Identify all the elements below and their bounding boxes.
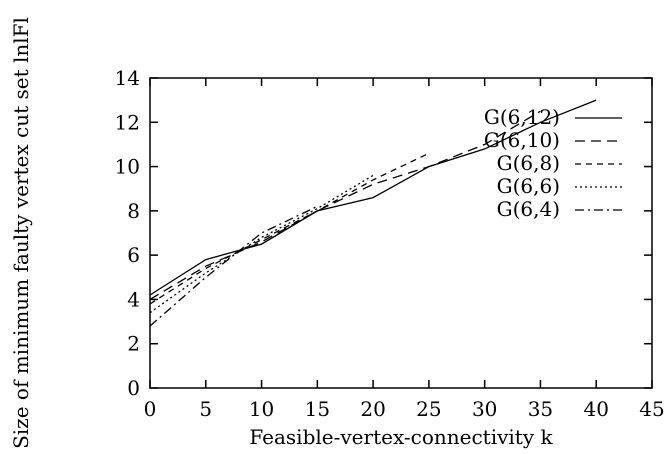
y-tick-label: 0 <box>127 376 140 400</box>
series-line-g-6-12 <box>149 99 597 296</box>
x-tick-label: 40 <box>583 397 608 421</box>
x-tick-label: 15 <box>305 397 330 421</box>
legend-label: G(6,4) <box>497 197 560 221</box>
series-line-g-6-4 <box>149 205 318 327</box>
y-tick-label: 14 <box>115 66 140 90</box>
x-tick-label: 45 <box>639 397 664 421</box>
legend-label: G(6,12) <box>484 105 560 129</box>
y-axis-label: Size of minimum faulty vertex cut set ln… <box>9 17 33 449</box>
x-tick-label: 25 <box>416 397 441 421</box>
x-tick-label: 30 <box>472 397 497 421</box>
y-tick-label: 8 <box>127 199 140 223</box>
x-tick-label: 20 <box>360 397 385 421</box>
y-tick-label: 4 <box>127 287 140 311</box>
plot-frame <box>149 77 653 389</box>
y-tick-label: 12 <box>115 110 140 134</box>
x-tick-label: 5 <box>199 397 212 421</box>
y-tick-label: 10 <box>115 155 140 179</box>
tick-labels: 0 5 10 15 20 25 30 35 40 45 0 2 4 6 8 10 12 14 <box>115 66 665 421</box>
legend-label: G(6,10) <box>484 128 560 152</box>
plot-border <box>149 77 653 389</box>
y-tick-label: 2 <box>127 332 140 356</box>
x-tick-label: 0 <box>144 397 157 421</box>
series-lines <box>149 99 597 327</box>
series-line-g-6-8 <box>149 152 430 305</box>
series-line-g-6-10 <box>149 110 541 300</box>
legend: G(6,12)G(6,10)G(6,8)G(6,6)G(6,4) <box>484 105 622 221</box>
y-tick-label: 6 <box>127 243 140 267</box>
series-line-g-6-6 <box>149 174 374 314</box>
axis-ticks <box>149 77 653 389</box>
x-tick-label: 35 <box>528 397 553 421</box>
x-axis-label: Feasible-vertex-connectivity k <box>249 425 553 449</box>
x-tick-label: 10 <box>249 397 274 421</box>
legend-label: G(6,8) <box>497 151 560 175</box>
legend-label: G(6,6) <box>497 174 560 198</box>
